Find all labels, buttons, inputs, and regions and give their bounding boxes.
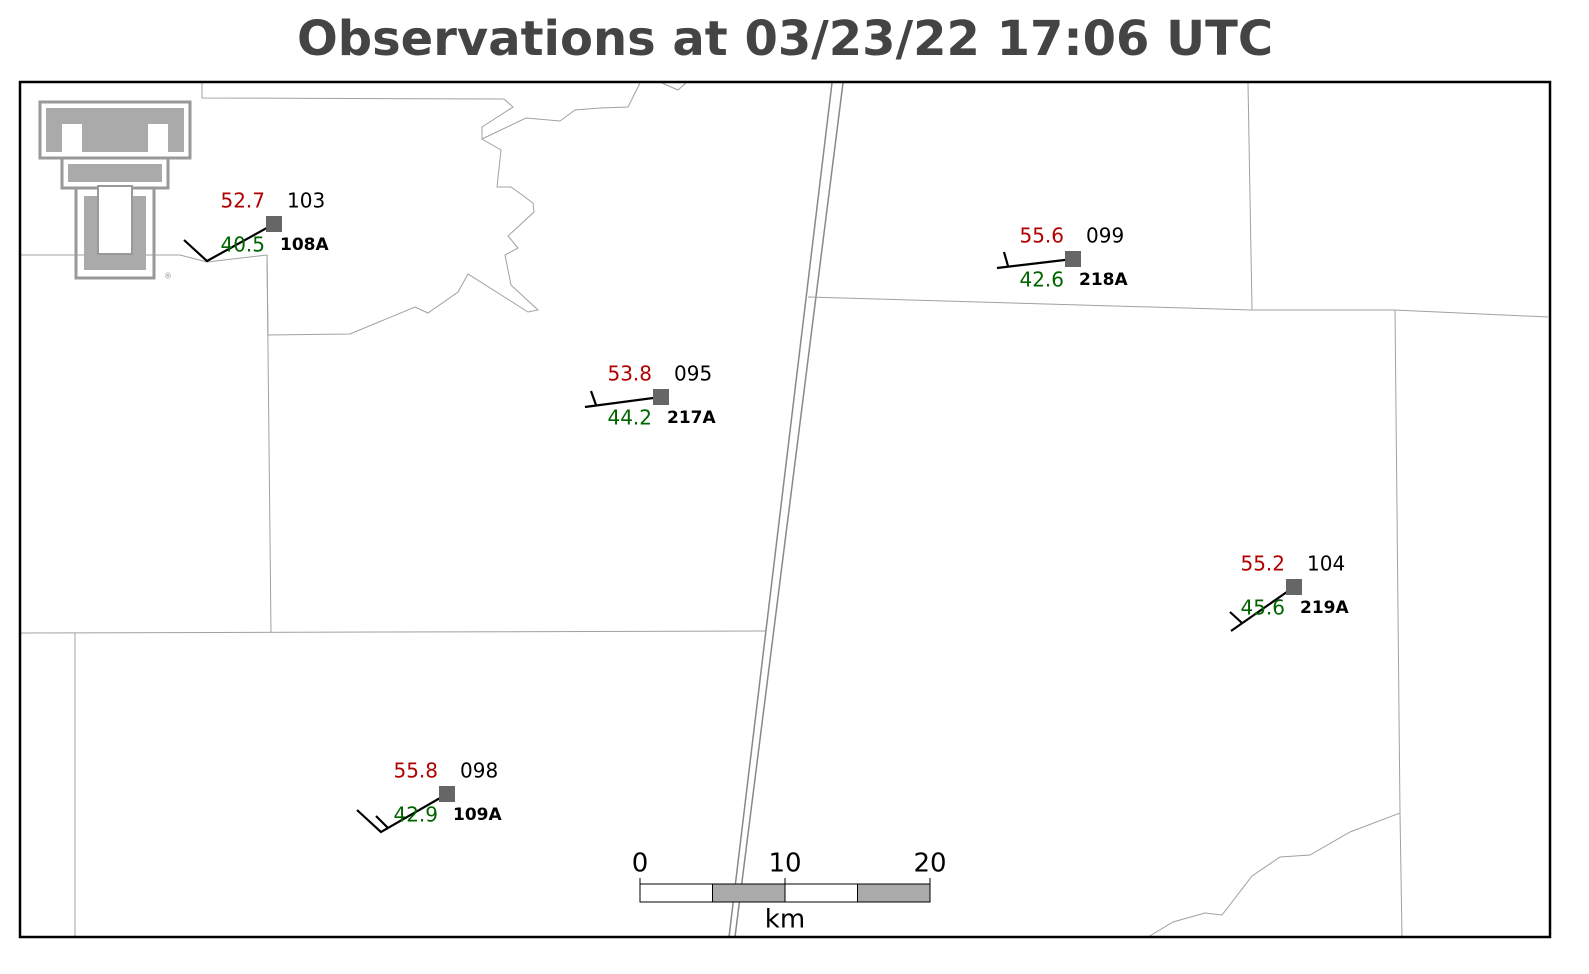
station: 55.6 099 42.6 218A bbox=[1019, 224, 1128, 292]
station-marker bbox=[1286, 579, 1302, 595]
station: 53.8 095 44.2 217A bbox=[607, 362, 716, 430]
temperature: 55.8 bbox=[393, 759, 438, 783]
dewpoint: 45.6 bbox=[1240, 596, 1285, 620]
station-id: 109A bbox=[453, 805, 502, 825]
station: 52.7 103 40.5 108A bbox=[220, 189, 329, 257]
temperature: 55.2 bbox=[1240, 552, 1285, 576]
county-borders bbox=[19, 82, 1549, 938]
dewpoint: 42.9 bbox=[393, 803, 438, 827]
station-marker bbox=[439, 786, 455, 802]
title: Observations at 03/23/22 17:06 UTC bbox=[297, 11, 1273, 67]
station-plots: 52.7 103 40.5 108A 53.8 095 44.2 217A 55.6 099 42.… bbox=[220, 189, 1349, 827]
scale-unit: km bbox=[765, 905, 805, 935]
pressure: 099 bbox=[1086, 224, 1124, 248]
dewpoint: 44.2 bbox=[607, 406, 652, 430]
temperature: 52.7 bbox=[220, 189, 265, 213]
pressure: 103 bbox=[287, 189, 325, 213]
dewpoint: 42.6 bbox=[1019, 268, 1064, 292]
temperature: 53.8 bbox=[607, 362, 652, 386]
station: 55.8 098 42.9 109A bbox=[393, 759, 502, 827]
station-id: 108A bbox=[280, 235, 329, 255]
pressure: 104 bbox=[1307, 552, 1345, 576]
svg-text:®: ® bbox=[164, 272, 172, 281]
station-id: 219A bbox=[1300, 598, 1349, 618]
station-id: 217A bbox=[667, 408, 716, 428]
station-marker bbox=[266, 216, 282, 232]
scale-tick-label: 20 bbox=[913, 849, 946, 879]
station-marker bbox=[1065, 251, 1081, 267]
station-marker bbox=[653, 389, 669, 405]
pressure: 098 bbox=[460, 759, 498, 783]
station-id: 218A bbox=[1079, 270, 1128, 290]
station: 55.2 104 45.6 219A bbox=[1240, 552, 1349, 620]
temperature: 55.6 bbox=[1019, 224, 1064, 248]
wind-barbs bbox=[183, 223, 1295, 834]
scale-tick-label: 0 bbox=[632, 849, 649, 879]
dewpoint: 40.5 bbox=[220, 233, 265, 257]
logo: ® bbox=[38, 100, 192, 281]
scale-bar: km 0 10 20 bbox=[632, 849, 947, 935]
pressure: 095 bbox=[674, 362, 712, 386]
map-frame bbox=[18, 80, 1552, 939]
scale-tick-label: 10 bbox=[768, 849, 801, 879]
